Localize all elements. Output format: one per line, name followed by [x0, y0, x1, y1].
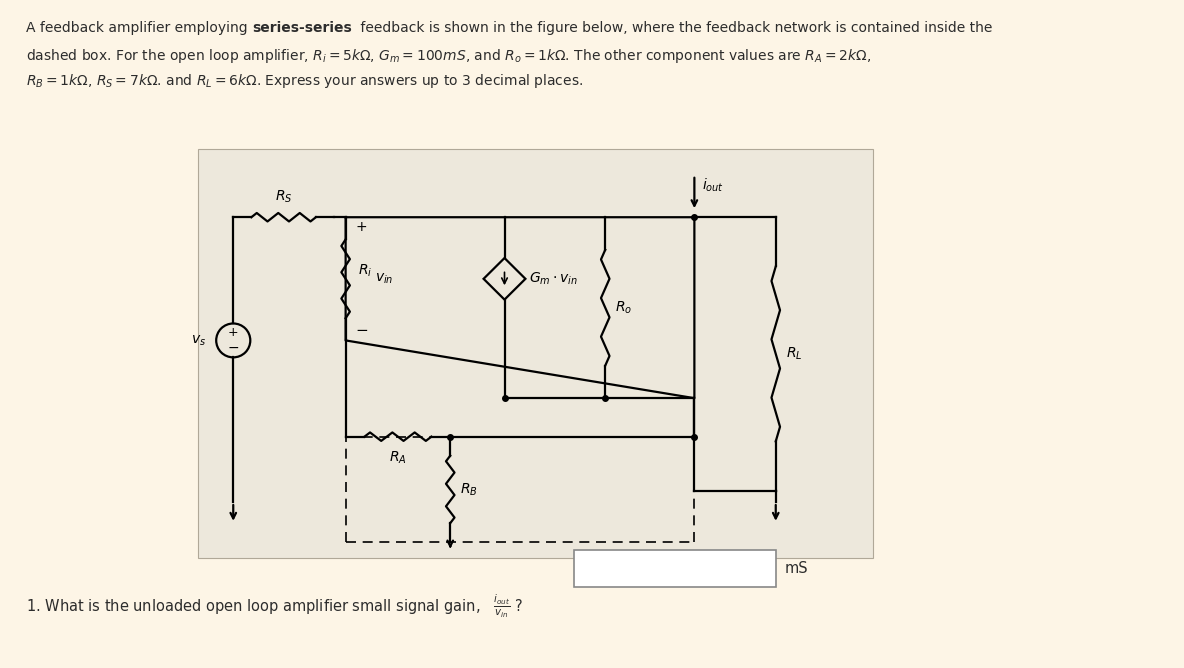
- Text: +: +: [355, 220, 367, 234]
- Text: $R_B = 1k\Omega$, $R_S = 7k\Omega$. and $R_L = 6k\Omega$. Express your answers u: $R_B = 1k\Omega$, $R_S = 7k\Omega$. and …: [26, 72, 584, 90]
- Text: series-series: series-series: [252, 21, 352, 35]
- Text: $v_{in}$: $v_{in}$: [375, 272, 393, 286]
- Text: $i_{out}$: $i_{out}$: [702, 176, 725, 194]
- Text: −: −: [227, 341, 239, 354]
- Text: mS: mS: [785, 561, 809, 576]
- Text: feedback is shown in the figure below, where the feedback network is contained i: feedback is shown in the figure below, w…: [356, 21, 992, 35]
- Text: $R_o$: $R_o$: [616, 299, 632, 316]
- Text: dashed box. For the open loop amplifier, $R_i = 5k\Omega$, $G_m = 100mS$, and $R: dashed box. For the open loop amplifier,…: [26, 47, 871, 65]
- Text: +: +: [229, 326, 238, 339]
- Text: $R_A$: $R_A$: [390, 450, 407, 466]
- Text: $R_B$: $R_B$: [461, 481, 478, 498]
- FancyBboxPatch shape: [574, 550, 776, 587]
- Text: A feedback amplifier employing: A feedback amplifier employing: [26, 21, 252, 35]
- FancyBboxPatch shape: [199, 150, 873, 558]
- Text: $R_S$: $R_S$: [275, 188, 292, 205]
- Text: 1. What is the unloaded open loop amplifier small signal gain,   $\frac{i_{out}}: 1. What is the unloaded open loop amplif…: [26, 593, 523, 620]
- Text: $R_L$: $R_L$: [786, 346, 803, 362]
- Text: $R_i$: $R_i$: [358, 263, 372, 279]
- Text: −: −: [355, 323, 368, 338]
- Text: $G_m \cdot v_{in}$: $G_m \cdot v_{in}$: [529, 271, 578, 287]
- Text: $v_s$: $v_s$: [191, 333, 206, 347]
